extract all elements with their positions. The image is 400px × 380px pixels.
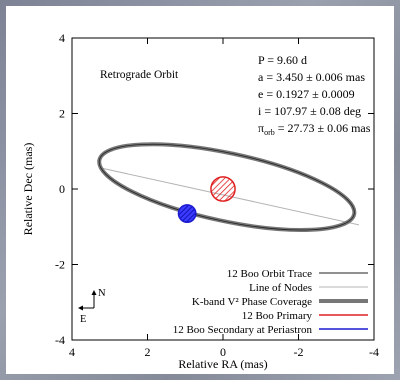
param-inclination: i = 107.97 ± 0.08 deg	[258, 104, 361, 118]
y-tick-label: 4	[59, 31, 65, 45]
x-tick-label: -2	[294, 345, 304, 359]
legend-label-coverage: K-band V² Phase Coverage	[192, 296, 312, 308]
parameter-block: P = 9.60 d a = 3.450 ± 0.006 mas e = 0.1…	[258, 53, 371, 137]
y-tick-label: -4	[55, 333, 65, 347]
y-axis-label: Relative Dec (mas)	[21, 143, 35, 236]
orbit-chart: 4 2 0 -2 -4 -4 -2 0 2 4 Retrograde Orbit P = 9.60…	[21, 31, 379, 371]
param-period: P = 9.60 d	[258, 53, 307, 67]
compass-east-label: E	[80, 314, 86, 325]
secondary-star	[177, 204, 197, 223]
param-semimajor: a = 3.450 ± 0.006 mas	[258, 70, 365, 84]
compass-north-label: N	[98, 288, 106, 299]
compass: N E	[78, 288, 106, 325]
param-eccentricity: e = 0.1927 ± 0.0009	[258, 87, 355, 101]
chart-panel: 4 2 0 -2 -4 -4 -2 0 2 4 Retrograde Orbit P = 9.60…	[6, 6, 394, 374]
y-tick-label: 0	[59, 182, 65, 196]
axis-tick-labels: 4 2 0 -2 -4 -4 -2 0 2 4	[55, 31, 379, 359]
legend-label-nodes: Line of Nodes	[249, 282, 312, 294]
axis-ticks	[71, 37, 375, 341]
orbit-trace-ellipse	[98, 143, 355, 231]
compass-east-arrowhead	[78, 305, 83, 311]
x-tick-label: 0	[220, 345, 226, 359]
x-tick-label: -4	[369, 345, 379, 359]
legend-label-secondary: 12 Boo Secondary at Periastron	[173, 324, 313, 336]
legend-label-orbit: 12 Boo Orbit Trace	[227, 268, 312, 280]
legend-label-primary: 12 Boo Primary	[242, 310, 313, 322]
chart-marks	[97, 142, 360, 232]
legend: 12 Boo Orbit Trace Line of Nodes K-band …	[173, 268, 368, 336]
primary-star	[210, 176, 236, 202]
plot-annotation: Retrograde Orbit	[100, 69, 179, 81]
y-tick-label: 2	[59, 107, 65, 121]
x-tick-label: 2	[145, 345, 151, 359]
y-tick-label: -2	[55, 258, 65, 272]
param-parallax: πorb = 27.73 ± 0.06 mas	[258, 121, 371, 137]
x-axis-label: Relative RA (mas)	[178, 357, 267, 371]
compass-north-arrowhead	[91, 290, 97, 295]
x-tick-label: 4	[69, 345, 75, 359]
